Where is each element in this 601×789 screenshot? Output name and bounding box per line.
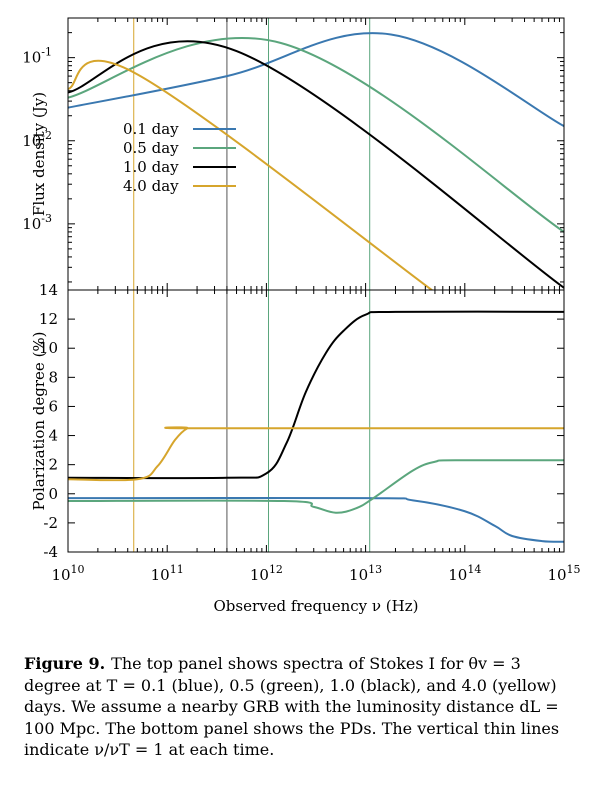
y-tick-label: -4 (43, 543, 58, 561)
caption-text: The top panel shows spectra of Stokes I … (24, 654, 560, 759)
flux-curve-4-0-day (68, 59, 434, 290)
figure-9-chart: 10-310-210-1 Flux density (Jy) 0.1 day0.… (22, 17, 581, 615)
polarization-panel: 1010 1011 1012 1013 1014 101514121086420-2-4 … (30, 281, 581, 615)
flux-axis-label: Flux density (Jy) (30, 92, 48, 216)
y-tick-label: 0 (48, 485, 58, 503)
legend-label: 4.0 day (123, 177, 179, 195)
x-tick-label: 1011 (151, 563, 184, 584)
x-tick-label: 1010 (51, 563, 84, 584)
x-tick-label: 1015 (547, 563, 580, 584)
flux-curve-0-1-day (68, 32, 564, 128)
x-tick-label: 1014 (448, 563, 481, 584)
bottom-panel-frame (67, 289, 565, 553)
flux-density-panel: 10-3 10-2 10-1 Flux density (Jy) 0.1 day0.… (22, 17, 565, 291)
figure-caption: Figure 9. The top panel shows spectra of … (24, 653, 578, 761)
legend-label: 0.5 day (123, 139, 179, 157)
frequency-axis-label: Observed frequency ν (Hz) (214, 597, 419, 615)
y-tick-label: 10-1 (22, 46, 52, 67)
polarization-curve-1-0-day (68, 310, 564, 480)
flux-curve-0-5-day (68, 37, 564, 233)
polarization-axis-label: Polarization degree (%) (30, 331, 48, 510)
y-tick-label: 8 (48, 368, 58, 386)
legend-label: 0.1 day (123, 120, 179, 138)
legend-label: 1.0 day (123, 158, 179, 176)
x-tick-label: 1012 (250, 563, 283, 584)
y-tick-label: 14 (39, 281, 58, 299)
y-tick-label: 10-3 (22, 212, 52, 233)
y-tick-label: -2 (43, 514, 58, 532)
y-tick-label: 4 (48, 427, 58, 445)
y-tick-label: 12 (39, 310, 58, 328)
polarization-curve-0-5-day (68, 459, 564, 514)
x-tick-label: 1013 (349, 563, 382, 584)
flux-curve-1-0-day (68, 40, 564, 289)
polarization-curve-4-0-day (68, 426, 564, 482)
y-tick-label: 2 (48, 456, 58, 474)
caption-label: Figure 9. (24, 654, 106, 673)
y-tick-label: 10 (39, 339, 58, 357)
polarization-curve-0-1-day (68, 496, 564, 543)
y-tick-label: 6 (48, 397, 58, 415)
y-tick-label: 10-2 (22, 129, 52, 150)
